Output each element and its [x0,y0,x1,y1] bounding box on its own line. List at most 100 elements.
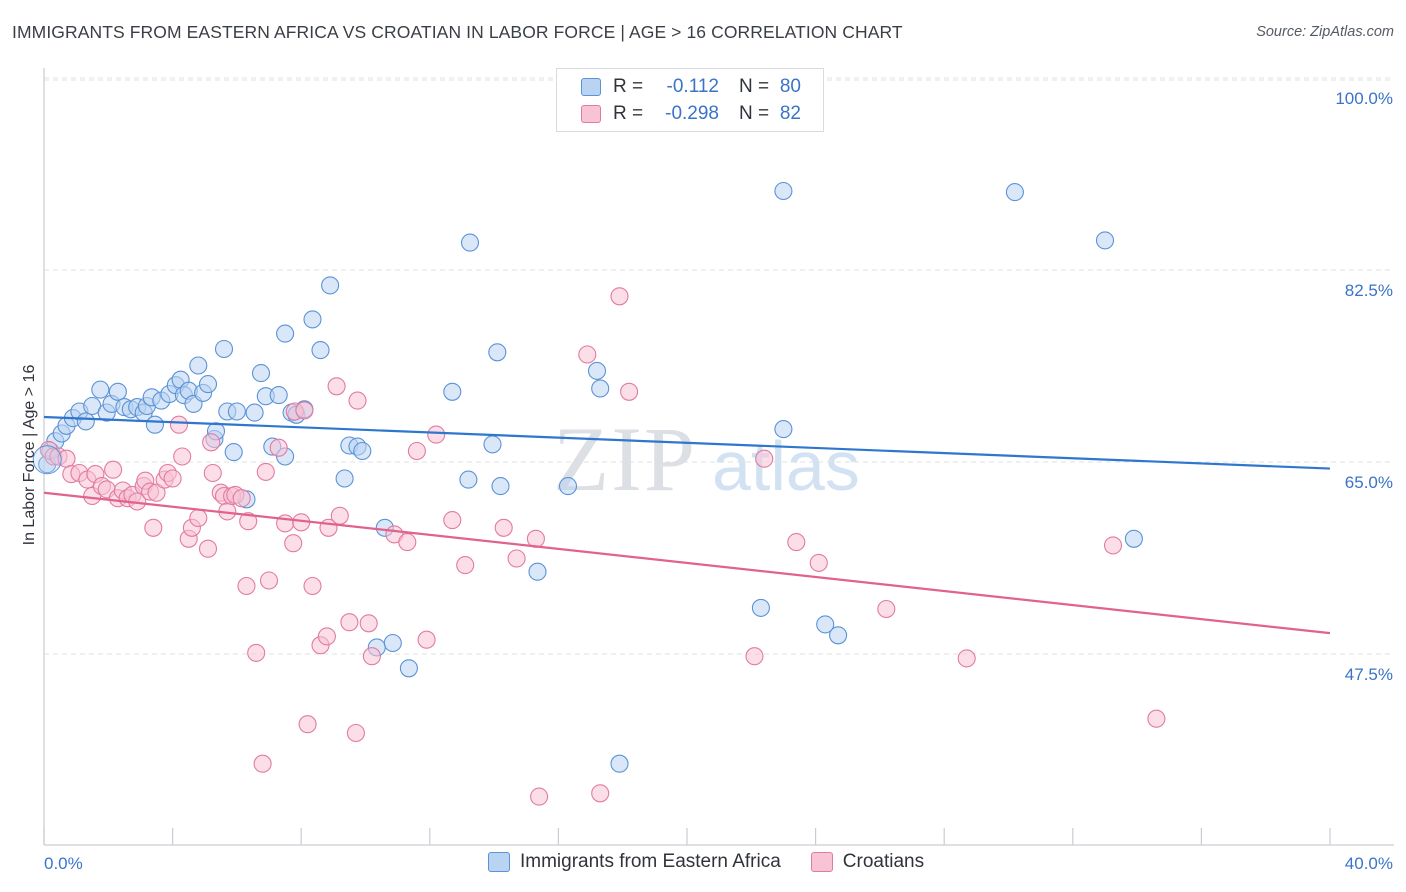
data-point[interactable] [144,518,163,537]
data-point[interactable] [558,477,578,496]
data-point[interactable] [787,533,806,552]
data-point[interactable] [327,377,346,396]
data-point[interactable] [298,715,317,734]
data-point[interactable] [1147,709,1166,728]
data-point[interactable] [417,630,436,649]
source-label: Source: ZipAtlas.com [1256,24,1394,40]
data-point[interactable] [269,386,288,405]
data-point[interactable] [224,443,243,462]
data-point[interactable] [237,576,256,596]
data-point[interactable] [321,276,340,295]
data-point[interactable] [751,598,770,617]
data-point[interactable] [1124,529,1143,548]
data-point[interactable] [76,412,95,431]
data-point[interactable] [173,447,192,466]
data-point[interactable] [610,287,629,306]
data-point[interactable] [295,401,314,420]
data-point[interactable] [494,518,513,537]
data-point[interactable] [203,463,222,483]
data-point[interactable] [340,613,359,632]
data-point[interactable] [239,512,258,531]
data-point[interactable] [460,233,480,252]
series-croatians [39,287,1166,806]
data-point[interactable] [443,511,462,530]
data-point[interactable] [247,643,266,662]
data-point[interactable] [591,784,610,803]
data-point[interactable] [816,615,835,634]
series-eastern-africa [38,181,1143,773]
data-point[interactable] [269,438,288,457]
data-point[interactable] [311,341,330,360]
data-point[interactable] [809,553,828,572]
data-point[interactable] [145,415,164,434]
data-point[interactable] [359,614,378,633]
data-point[interactable] [104,460,123,479]
data-point[interactable] [253,754,272,773]
data-point[interactable] [755,449,774,468]
data-point[interactable] [284,534,303,553]
data-point[interactable] [587,361,607,380]
data-point[interactable] [459,470,478,489]
data-point[interactable] [1005,183,1024,202]
data-point[interactable] [528,562,547,581]
data-point[interactable] [348,391,367,410]
data-point[interactable] [251,364,271,383]
data-point[interactable] [591,379,610,398]
data-point[interactable] [163,469,182,488]
data-point[interactable] [398,533,417,552]
data-point[interactable] [108,382,127,401]
data-point[interactable] [303,310,322,329]
data-point[interactable] [399,659,418,678]
data-point[interactable] [346,723,365,743]
legend-r-label: R = [613,103,644,124]
data-point[interactable] [303,576,322,596]
data-point[interactable] [745,647,764,666]
data-point[interactable] [276,324,295,343]
data-point[interactable] [317,627,336,646]
data-point[interactable] [189,508,208,528]
data-point[interactable] [232,489,251,508]
data-point[interactable] [198,375,218,394]
data-point[interactable] [957,649,976,668]
data-point[interactable] [383,633,402,653]
data-point[interactable] [774,420,793,439]
data-point[interactable] [256,462,275,481]
data-point[interactable] [335,469,354,488]
data-point[interactable] [189,356,208,375]
data-point[interactable] [829,626,848,645]
data-point[interactable] [488,343,507,362]
data-point[interactable] [427,425,446,444]
data-point[interactable] [169,415,189,434]
data-point[interactable] [259,571,279,590]
data-point[interactable] [530,787,549,806]
data-point[interactable] [578,345,597,364]
data-point[interactable] [620,382,639,401]
data-point[interactable] [610,754,629,773]
data-point[interactable] [507,549,526,568]
data-point[interactable] [456,556,475,575]
data-point[interactable] [147,483,166,502]
stats-legend: R = -0.112 N = 80 R = -0.298 N = 82 [556,68,824,132]
data-point[interactable] [443,382,462,401]
data-point[interactable] [91,380,110,399]
data-point[interactable] [483,435,502,454]
data-point[interactable] [1103,536,1123,555]
data-point[interactable] [227,402,246,421]
series-legend-item-croatians[interactable]: Croatians [810,851,924,873]
data-point[interactable] [1095,231,1115,250]
y-axis-label: In Labor Force | Age > 16 [21,365,38,546]
legend-row-croatians: R = -0.298 N = 82 [581,101,801,127]
data-point[interactable] [362,647,381,666]
data-point[interactable] [774,181,793,201]
data-point[interactable] [407,441,426,461]
data-point-cluster[interactable] [32,445,62,475]
data-point[interactable] [353,441,372,461]
data-point[interactable] [198,539,218,558]
data-point[interactable] [202,433,221,452]
data-point[interactable] [877,599,896,619]
series-legend-item-eastern-africa[interactable]: Immigrants from Eastern Africa [488,851,781,873]
data-point[interactable] [245,403,264,422]
data-point[interactable] [330,506,349,525]
data-point[interactable] [491,477,510,496]
data-point[interactable] [214,339,234,359]
